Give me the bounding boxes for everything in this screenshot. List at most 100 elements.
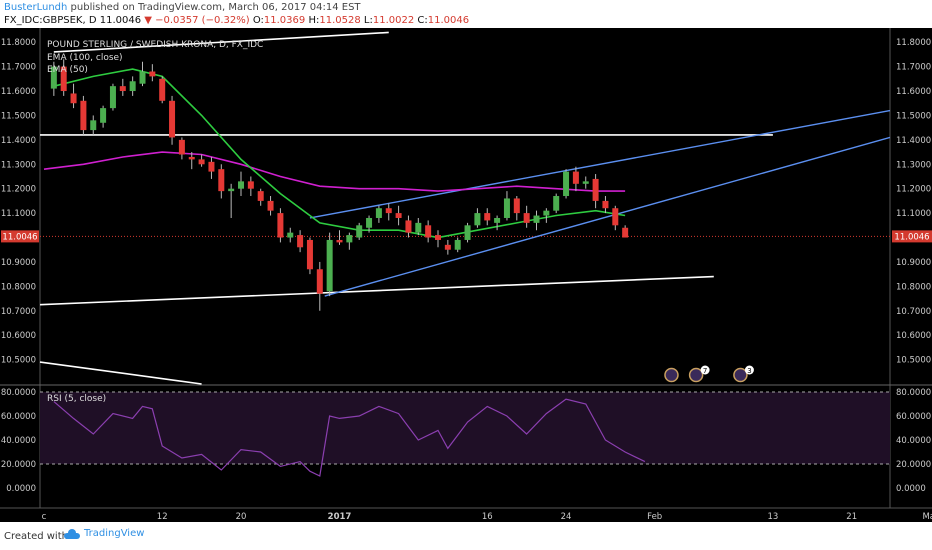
time-tick: Feb: [647, 512, 662, 522]
candle-body: [287, 232, 294, 238]
candle-body: [267, 200, 274, 211]
close-value: 11.0046: [427, 15, 470, 26]
candle-body: [297, 235, 304, 248]
price-tick-right: 11.1000: [896, 209, 931, 219]
legend-ema50: EMA (50): [47, 65, 88, 75]
channel-upper-line: [309, 109, 891, 219]
price-tick-left: 11.6000: [1, 87, 36, 97]
candle-body: [425, 225, 432, 238]
publish-info: BusterLundh published on TradingView.com…: [4, 2, 361, 13]
rsi-tick-right: 80.0000: [896, 388, 931, 398]
price-tick-right: 10.9000: [896, 258, 931, 268]
candle-body: [435, 235, 441, 240]
price-tick-right: 11.6000: [896, 87, 931, 97]
price-change: ▼ −0.0357 (−0.32%): [144, 15, 250, 26]
event-count-label: 7: [703, 367, 707, 375]
created-with: Created with: [4, 531, 68, 542]
time-tick: 13: [767, 512, 778, 522]
price-tick-left: 11.5000: [1, 111, 36, 121]
tradingview-brand[interactable]: TradingView: [64, 528, 144, 539]
time-tick: 16: [482, 512, 493, 522]
current-price-marker-right: [892, 230, 932, 243]
publish-text: published on TradingView.com, March 06, …: [70, 2, 361, 13]
price-tick-left: 11.7000: [1, 63, 36, 73]
candle-body: [622, 227, 629, 238]
rsi-tick-right: 60.0000: [896, 412, 931, 422]
price-tick-left: 11.2000: [1, 185, 36, 195]
candle-body: [484, 213, 491, 221]
rsi-tick-left: 0.0000: [6, 484, 36, 494]
close-label: C:: [417, 15, 428, 26]
candle-body: [346, 235, 353, 243]
candle-body: [90, 120, 97, 131]
low-label: L:: [363, 15, 373, 26]
candle-body: [563, 171, 570, 197]
candle-body: [415, 222, 422, 233]
price-tick-right: 11.8000: [896, 38, 931, 48]
candle-body: [159, 78, 166, 101]
price-tick-left: 11.3000: [1, 160, 36, 170]
price-tick-left: 10.6000: [1, 331, 36, 341]
time-tick: 2017: [328, 512, 352, 522]
lower-trendline: [39, 361, 202, 385]
open-value: 11.0369: [263, 15, 306, 26]
candle-body: [474, 213, 481, 226]
candle-body: [592, 178, 599, 201]
price-tick-right: 10.5000: [896, 356, 931, 366]
resistance-top-line: [53, 31, 389, 53]
event-count-badge: [700, 365, 710, 375]
time-tick: 24: [561, 512, 572, 522]
time-tick: 20: [236, 512, 247, 522]
symbol-info: FX_IDC:GBPSEK, D 11.0046 ▼ −0.0357 (−0.3…: [4, 15, 469, 26]
symbol-label: FX_IDC:GBPSEK, D: [4, 15, 97, 26]
candle-body: [238, 181, 244, 189]
low-value: 11.0022: [372, 15, 415, 26]
rsi-tick-left: 20.0000: [1, 460, 36, 470]
chart-svg[interactable]: 11.8000 11.8000 11.7000 11.7000 11.6000 11.60…: [0, 28, 932, 522]
rsi-line: [53, 398, 646, 477]
legend-rsi: RSI (5, close): [47, 394, 107, 404]
candle-body: [385, 208, 392, 214]
rsi-tick-right: 20.0000: [896, 460, 931, 470]
price-tick-right: 11.4000: [896, 136, 931, 146]
candle-body: [60, 66, 67, 92]
price-tick-left: 11.4000: [1, 136, 36, 146]
candle-body: [503, 198, 510, 218]
candle-body: [356, 225, 363, 238]
channel-lower-line: [324, 136, 891, 297]
rsi-tick-right: 0.0000: [896, 484, 926, 494]
candle-body: [257, 191, 264, 201]
candle-body: [149, 71, 156, 77]
price-tick-right: 10.7000: [896, 307, 931, 317]
price-tick-right: 10.8000: [896, 282, 931, 292]
chart-area[interactable]: 11.8000 11.8000 11.7000 11.7000 11.6000 11.60…: [0, 28, 932, 522]
event-count-label: 3: [747, 367, 751, 375]
candle-body: [395, 213, 402, 218]
current-price-label-right: 11.0046: [894, 232, 929, 242]
candle-body: [533, 215, 540, 223]
event-flag-icon: [733, 367, 748, 383]
support-line: [39, 275, 714, 306]
candle-body: [316, 269, 323, 294]
price-tick-right: 11.3000: [896, 160, 931, 170]
rsi-tick-left: 60.0000: [1, 412, 36, 422]
candle-body: [188, 156, 195, 160]
last-price: 11.0046: [99, 15, 142, 26]
candle-body: [582, 181, 589, 184]
price-tick-right: 11.7000: [896, 63, 931, 73]
candle-body: [553, 196, 560, 211]
candle-body: [306, 239, 313, 270]
legend-pair: POUND STERLING / SWEDISH KRONA, D, FX_ID…: [47, 40, 264, 50]
candle-body: [612, 208, 619, 226]
author-link[interactable]: BusterLundh: [4, 2, 68, 13]
candle-body: [208, 161, 215, 172]
candle-body: [494, 217, 501, 223]
candle-body: [454, 239, 461, 250]
rsi-band-fill: [40, 392, 890, 464]
candle-body: [100, 108, 107, 123]
candle-body: [169, 100, 176, 138]
brand-label: TradingView: [84, 528, 145, 539]
candle-body: [326, 239, 333, 292]
price-tick-left: 10.9000: [1, 258, 36, 268]
ema100-line: [43, 151, 626, 192]
